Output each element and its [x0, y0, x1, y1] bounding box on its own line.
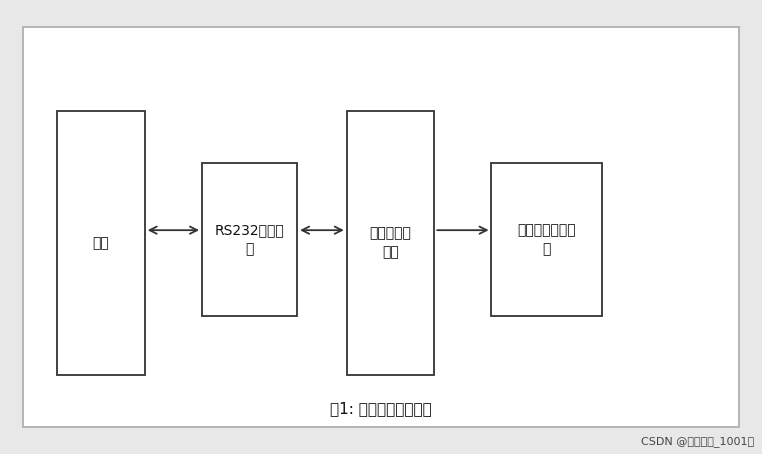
- Text: 图1: 步进电机设计框图: 图1: 步进电机设计框图: [330, 401, 432, 416]
- Bar: [202, 163, 297, 316]
- Text: 单片机中控
系统: 单片机中控 系统: [370, 226, 411, 260]
- Text: RS232通讯模
块: RS232通讯模 块: [215, 223, 284, 256]
- Bar: [23, 27, 739, 427]
- Text: CSDN @楼上小白_1001号: CSDN @楼上小白_1001号: [642, 436, 754, 447]
- Bar: [491, 163, 602, 316]
- Bar: [57, 111, 145, 375]
- Text: 电脑: 电脑: [93, 236, 109, 250]
- Bar: [347, 111, 434, 375]
- Text: 二相四线步进电
机: 二相四线步进电 机: [517, 223, 576, 256]
